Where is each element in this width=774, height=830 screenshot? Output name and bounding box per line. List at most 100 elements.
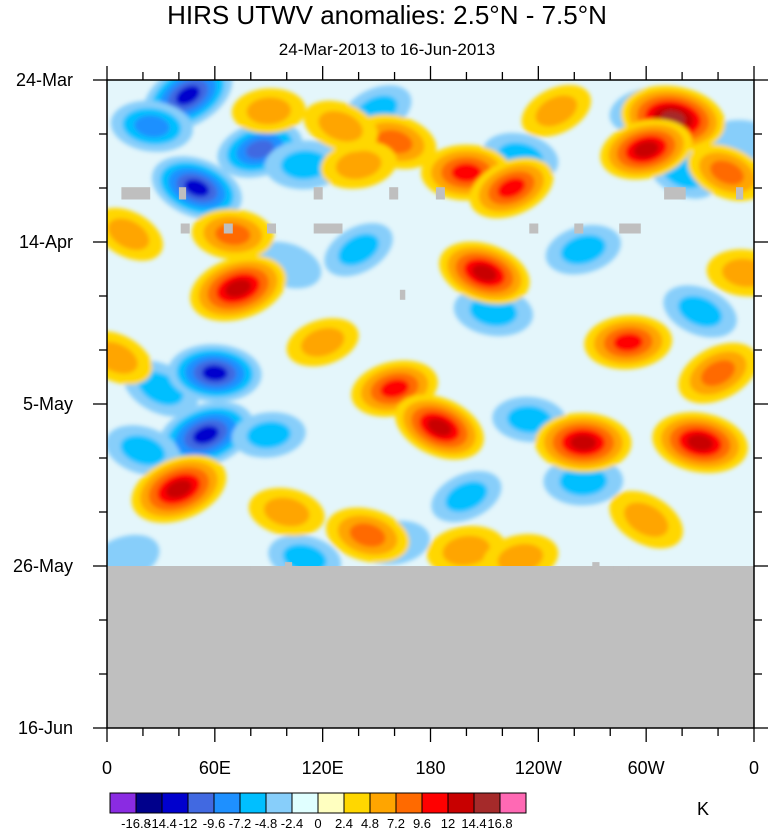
x-tick-label: 180 bbox=[415, 758, 445, 778]
anomaly-blob bbox=[663, 285, 737, 338]
y-axis: 24-Mar 14-Apr 5-May 26-May 16-Jun bbox=[13, 70, 768, 738]
anomaly-blob bbox=[521, 84, 591, 137]
colorbar-unit: K bbox=[697, 799, 709, 819]
anomaly-contour bbox=[427, 418, 452, 436]
missing-patch bbox=[178, 187, 187, 200]
anomaly-contour bbox=[469, 296, 518, 327]
anomaly-contour bbox=[451, 163, 482, 182]
anomaly-contour bbox=[107, 218, 150, 251]
anomaly-contour bbox=[380, 379, 410, 398]
anomaly-contour bbox=[192, 425, 219, 444]
anomaly-contour bbox=[497, 177, 526, 199]
anomaly-contour bbox=[445, 481, 488, 512]
missing-patch bbox=[435, 187, 445, 200]
anomaly-contour bbox=[225, 279, 252, 298]
colorbar-swatch bbox=[291, 792, 319, 814]
anomaly-blob bbox=[678, 342, 754, 404]
colorbar-swatch bbox=[343, 792, 371, 814]
missing-data-patches bbox=[121, 187, 744, 572]
anomaly-blob bbox=[107, 425, 181, 476]
anomaly-blob bbox=[609, 490, 683, 549]
anomaly-contour bbox=[245, 139, 274, 159]
colorbar-label: -14.4 bbox=[147, 816, 177, 830]
x-tick-label: 0 bbox=[102, 758, 112, 778]
missing-patch bbox=[399, 289, 406, 300]
anomaly-blob bbox=[431, 471, 502, 523]
anomaly-contour bbox=[301, 327, 345, 357]
colorbar-label: -2.4 bbox=[281, 816, 303, 830]
y-tick-label: 5-May bbox=[23, 394, 73, 414]
chart-title: HIRS UTWV anomalies: 2.5°N - 7.5°N bbox=[167, 0, 607, 30]
colorbar-swatch bbox=[369, 792, 397, 814]
anomaly-contour bbox=[497, 543, 544, 573]
colorbar-swatch bbox=[213, 792, 241, 814]
anomaly-blob bbox=[706, 249, 754, 297]
colorbar-swatch bbox=[239, 792, 267, 814]
anomaly-contour bbox=[280, 150, 329, 180]
missing-patch bbox=[121, 187, 151, 200]
anomaly-contour bbox=[701, 360, 736, 387]
colorbar-swatch bbox=[317, 792, 345, 814]
anomaly-contour bbox=[184, 179, 210, 197]
anomaly-blob bbox=[131, 454, 227, 523]
anomaly-contour bbox=[472, 264, 497, 282]
anomaly-contour bbox=[338, 233, 380, 266]
anomaly-contour bbox=[134, 115, 170, 138]
anomaly-contour bbox=[613, 333, 643, 352]
anomaly-contour bbox=[559, 466, 608, 496]
missing-data-region bbox=[107, 566, 754, 728]
colorbar-label: -4.8 bbox=[255, 816, 277, 830]
anomaly-contour bbox=[202, 365, 228, 382]
missing-patch bbox=[250, 566, 273, 572]
anomaly-contour bbox=[624, 502, 669, 537]
colorbar-label: 12 bbox=[441, 816, 455, 830]
anomaly-blob bbox=[107, 330, 153, 385]
x-tick-label: 60E bbox=[199, 758, 231, 778]
anomaly-contour bbox=[246, 421, 291, 449]
missing-patch bbox=[592, 562, 600, 570]
anomaly-contour bbox=[120, 435, 166, 466]
colorbar-label: -9.6 bbox=[203, 816, 225, 830]
x-tick-label: 0 bbox=[749, 758, 759, 778]
anomaly-contour bbox=[722, 258, 754, 288]
anomaly-blob bbox=[395, 394, 484, 460]
anomaly-blob bbox=[325, 507, 410, 563]
anomaly-blob bbox=[110, 100, 193, 152]
anomaly-blob bbox=[545, 225, 621, 275]
anomaly-blob bbox=[469, 157, 554, 219]
anomaly-blob bbox=[107, 207, 163, 261]
anomaly-blob bbox=[600, 119, 693, 180]
anomaly-blob bbox=[687, 144, 754, 201]
anomaly-contour bbox=[442, 535, 491, 566]
colorbar-swatch bbox=[421, 792, 449, 814]
anomaly-contour bbox=[166, 479, 192, 499]
missing-patch bbox=[664, 187, 686, 200]
x-tick-label: 120E bbox=[302, 758, 344, 778]
anomaly-blob bbox=[248, 487, 325, 537]
colorbar-swatch bbox=[447, 792, 475, 814]
anomaly-blob bbox=[439, 241, 530, 305]
colorbar-swatch bbox=[395, 792, 423, 814]
missing-patch bbox=[574, 223, 584, 234]
anomaly-blob bbox=[286, 318, 359, 367]
missing-patch bbox=[267, 223, 276, 234]
anomaly-contour bbox=[687, 434, 714, 451]
colorbar-swatch bbox=[135, 792, 163, 814]
anomaly-blob bbox=[168, 344, 262, 402]
chart-subtitle: 24-Mar-2013 to 16-Jun-2013 bbox=[278, 40, 496, 59]
missing-patch bbox=[619, 223, 641, 234]
y-tick-label: 14-Apr bbox=[19, 232, 73, 252]
missing-patch bbox=[529, 223, 539, 234]
missing-patch bbox=[550, 566, 573, 572]
colorbar-swatch bbox=[161, 792, 189, 814]
y-tick-label: 24-Mar bbox=[16, 70, 73, 90]
anomaly-contour bbox=[282, 544, 327, 573]
anomaly-contour bbox=[175, 85, 200, 105]
anomaly-blob bbox=[231, 412, 306, 458]
colorbar-label: 0 bbox=[314, 816, 321, 830]
anomaly-field bbox=[107, 80, 754, 583]
anomaly-blob bbox=[324, 223, 393, 277]
anomaly-blob bbox=[652, 412, 748, 474]
colorbar-label: -12 bbox=[179, 816, 198, 830]
